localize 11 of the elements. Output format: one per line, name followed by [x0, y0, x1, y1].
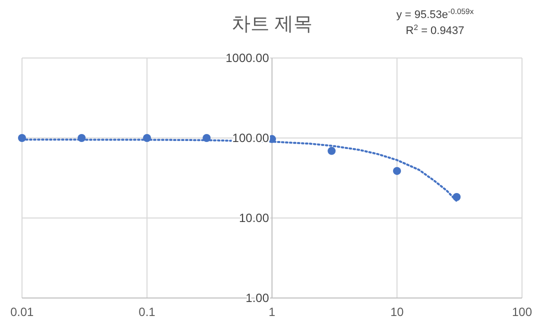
- y-tick-label: 10.00: [238, 211, 270, 225]
- x-tick-label: 10: [390, 305, 404, 319]
- y-tick-label: 1.00: [246, 291, 270, 305]
- x-tick-label: 1: [268, 305, 276, 319]
- y-tick-label: 1000.00: [226, 51, 270, 65]
- text: y = 95.53e$^{-0.059x}$: [396, 6, 474, 21]
- x-tick-label: 100: [512, 305, 532, 319]
- text: R$^{2}$ = 0.9437: [406, 22, 464, 37]
- x-tick-label: 0.1: [138, 305, 156, 319]
- chart-title: 차트 제목: [231, 14, 313, 35]
- x-tick-label: 0.01: [10, 305, 34, 319]
